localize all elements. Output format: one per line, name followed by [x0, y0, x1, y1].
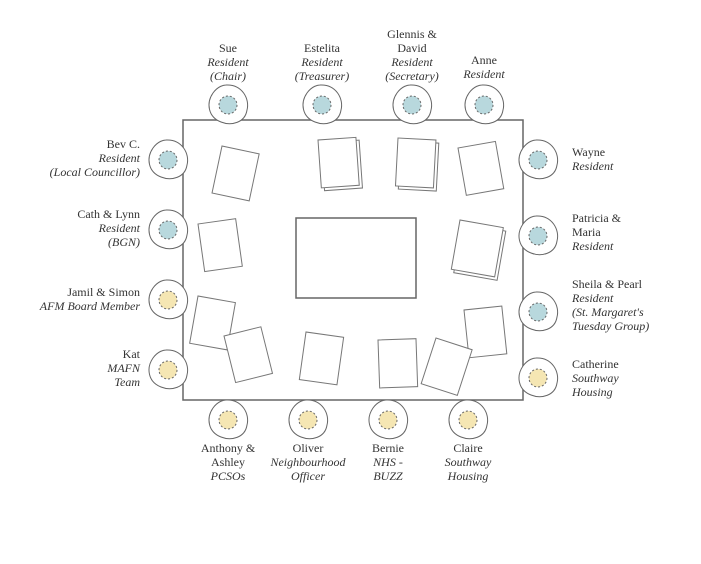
- seat-label: Tuesday Group): [572, 319, 649, 333]
- seat-label: (Secretary): [385, 69, 439, 83]
- seat-sue: SueResident(Chair): [206, 41, 249, 124]
- paper-icon: [299, 332, 343, 385]
- seat-label: Resident: [300, 55, 343, 69]
- seat-label: Wayne: [572, 145, 605, 159]
- seat-label: NHS -: [372, 455, 403, 469]
- paper-icon: [458, 141, 504, 195]
- seat-label: Bev C.: [107, 137, 140, 151]
- seat-label: Ashley: [211, 455, 245, 469]
- seat-label: Resident: [462, 67, 505, 81]
- seat-label: Resident: [571, 159, 614, 173]
- seat-label: PCSOs: [210, 469, 246, 483]
- seat-label: Officer: [291, 469, 325, 483]
- seat-label: AFM Board Member: [39, 299, 141, 313]
- seat-label: Estelita: [304, 41, 341, 55]
- seat-label: Southway: [572, 371, 619, 385]
- seat-label: Bernie: [372, 441, 404, 455]
- seat-label: Cath & Lynn: [77, 207, 140, 221]
- seat-label: BUZZ: [373, 469, 403, 483]
- seat-label: (BGN): [108, 235, 140, 249]
- seat-label: Kat: [123, 347, 141, 361]
- seat-label: (Treasurer): [295, 69, 349, 83]
- seat-label: Claire: [453, 441, 482, 455]
- seat-label: Jamil & Simon: [67, 285, 140, 299]
- seat-label: Resident: [206, 55, 249, 69]
- seat-label: Patricia &: [572, 211, 622, 225]
- seat-label: Resident: [571, 291, 614, 305]
- seat-label: Resident: [571, 239, 614, 253]
- seat-label: Resident: [98, 221, 141, 235]
- seat-label: Resident: [98, 151, 141, 165]
- seat-label: Anthony &: [201, 441, 256, 455]
- seat-label: Maria: [572, 225, 601, 239]
- seat-sheila: Sheila & PearlResident(St. Margaret'sTue…: [519, 277, 649, 333]
- seat-label: Oliver: [293, 441, 324, 455]
- seat-estelita: EstelitaResident(Treasurer): [295, 41, 349, 124]
- seat-label: Resident: [390, 55, 433, 69]
- seat-cath: CatherineSouthwayHousing: [519, 357, 619, 399]
- seat-label: Anne: [471, 53, 497, 67]
- table-center: [296, 218, 416, 298]
- seat-patricia: Patricia &MariaResident: [519, 211, 622, 255]
- seat-claire: ClaireSouthwayHousing: [445, 400, 492, 483]
- seat-bev: Bev C.Resident(Local Councillor): [50, 137, 188, 179]
- seat-bernie: BernieNHS -BUZZ: [369, 400, 408, 483]
- paper-icon: [318, 137, 362, 191]
- seat-oliver: OliverNeighbourhoodOfficer: [269, 400, 346, 483]
- seat-label: Housing: [447, 469, 489, 483]
- seat-label: (Local Councillor): [50, 165, 140, 179]
- seat-jamil: Jamil & SimonAFM Board Member: [39, 280, 188, 319]
- seat-anthony: Anthony &AshleyPCSOs: [201, 400, 256, 483]
- seat-label: Glennis &: [387, 27, 437, 41]
- seat-label: Team: [114, 375, 140, 389]
- seat-label: David: [397, 41, 426, 55]
- seat-glennis: Glennis &DavidResident(Secretary): [385, 27, 439, 124]
- seat-kat: KatMAFNTeam: [106, 347, 187, 389]
- seat-label: Sue: [219, 41, 237, 55]
- paper-icon: [224, 327, 272, 383]
- seat-anne: AnneResident: [462, 53, 505, 124]
- paper-icon: [378, 339, 418, 388]
- seat-cathlynn: Cath & LynnResident(BGN): [77, 207, 187, 249]
- seat-label: Sheila & Pearl: [572, 277, 643, 291]
- seat-label: (St. Margaret's: [572, 305, 644, 319]
- seat-label: Catherine: [572, 357, 619, 371]
- seat-label: (Chair): [210, 69, 246, 83]
- paper-icon: [421, 338, 472, 395]
- paper-icon: [451, 220, 506, 280]
- seat-label: MAFN: [106, 361, 141, 375]
- seat-label: Neighbourhood: [269, 455, 346, 469]
- paper-icon: [395, 138, 439, 191]
- seat-label: Housing: [571, 385, 613, 399]
- seat-wayne: WayneResident: [519, 140, 614, 179]
- paper-icon: [212, 146, 259, 201]
- seat-label: Southway: [445, 455, 492, 469]
- seating-diagram: SueResident(Chair)EstelitaResident(Treas…: [0, 0, 701, 564]
- paper-icon: [198, 219, 242, 272]
